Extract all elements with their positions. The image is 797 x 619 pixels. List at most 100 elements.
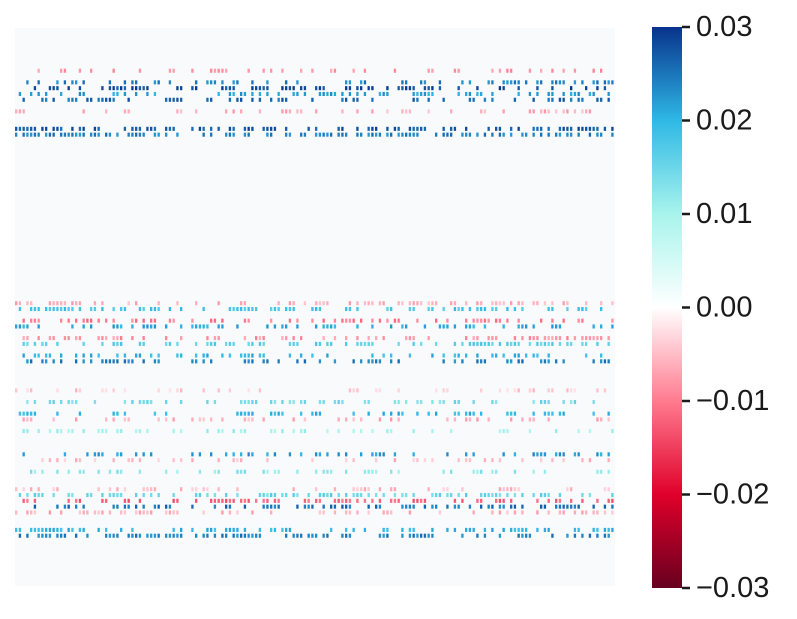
heatmap-cell [221, 533, 224, 538]
heatmap-cell [127, 533, 130, 538]
heatmap-cell [277, 359, 280, 364]
heatmap-cell [397, 411, 400, 416]
heatmap-cell [138, 510, 142, 515]
heatmap-cell [318, 411, 322, 416]
heatmap-cell [303, 417, 307, 422]
heatmap-cell [577, 97, 580, 102]
heatmap-cell [326, 353, 329, 358]
heatmap-cell [112, 359, 115, 364]
heatmap-cell [517, 80, 520, 85]
heatmap-cell [135, 126, 138, 131]
heatmap-cell [112, 417, 115, 422]
heatmap-cell [135, 301, 138, 306]
heatmap-cell [116, 86, 119, 91]
heatmap-cell [97, 126, 100, 131]
heatmap-cell [562, 109, 565, 114]
heatmap-cell [375, 458, 378, 463]
heatmap-cell [555, 80, 558, 85]
heatmap-cell [300, 533, 303, 538]
heatmap-cell [247, 132, 250, 137]
heatmap-cell [326, 469, 329, 474]
heatmap-cell [93, 307, 97, 312]
heatmap-cell [52, 493, 55, 498]
heatmap-cell [206, 336, 209, 341]
heatmap-cell [570, 400, 573, 405]
heatmap-cell [26, 400, 29, 405]
heatmap-cell [120, 324, 123, 329]
heatmap-cell [577, 91, 580, 97]
heatmap-cell [611, 318, 614, 323]
heatmap-cell [116, 469, 119, 474]
heatmap-cell [607, 359, 610, 364]
heatmap-cell [37, 429, 40, 434]
colorbar-tick-label: −0.02 [696, 479, 769, 511]
heatmap-cell [517, 533, 520, 538]
heatmap-cell [521, 132, 524, 137]
heatmap-cell [536, 341, 539, 346]
heatmap-cell [510, 132, 513, 137]
heatmap-cell [48, 86, 52, 91]
heatmap-cell [67, 97, 70, 102]
heatmap-cell [596, 388, 599, 393]
heatmap-cell [71, 324, 74, 329]
heatmap-cell [138, 400, 142, 405]
heatmap-cell [431, 527, 434, 532]
heatmap-cell [52, 307, 55, 312]
heatmap-cell [97, 429, 100, 434]
heatmap-cell [41, 359, 44, 364]
heatmap-cell [513, 469, 517, 474]
heatmap-cell [532, 493, 535, 498]
heatmap-cell [86, 493, 89, 498]
heatmap-cell [97, 452, 100, 457]
heatmap-cell [551, 388, 554, 393]
heatmap-cell [213, 498, 217, 503]
heatmap-cell [510, 341, 513, 346]
heatmap-cell [123, 498, 127, 503]
heatmap-cell [528, 533, 532, 538]
heatmap-cell [562, 400, 565, 405]
heatmap-cell [258, 493, 262, 498]
heatmap-cell [607, 80, 610, 85]
heatmap-cell [277, 469, 280, 474]
heatmap-cell [326, 493, 329, 498]
heatmap-cell [543, 493, 547, 498]
heatmap-cell [168, 318, 172, 323]
heatmap-cell [585, 510, 588, 515]
heatmap-cell [498, 458, 502, 463]
heatmap-cell [116, 504, 119, 509]
heatmap-cell [90, 68, 93, 73]
heatmap-cell [22, 498, 25, 503]
heatmap-cell [120, 527, 123, 532]
heatmap-cell [277, 97, 280, 102]
heatmap-cell [251, 411, 254, 416]
heatmap-cell [375, 504, 378, 509]
heatmap-cell [513, 487, 517, 492]
heatmap-cell [131, 80, 134, 85]
heatmap-cell [78, 126, 82, 131]
heatmap-cell [360, 493, 363, 498]
heatmap-cell [281, 493, 284, 498]
heatmap-cell [45, 533, 48, 538]
heatmap-cell [506, 68, 509, 73]
heatmap-cell [506, 388, 509, 393]
heatmap-cell [536, 80, 539, 85]
heatmap-cell [225, 132, 228, 137]
heatmap-cell [360, 132, 363, 137]
heatmap-cell [431, 458, 434, 463]
heatmap-cell [255, 86, 258, 91]
heatmap-cell [146, 91, 149, 97]
heatmap-cell [262, 336, 265, 341]
heatmap-cell [262, 493, 265, 498]
heatmap-cell [60, 126, 63, 131]
heatmap-cell [483, 318, 487, 323]
heatmap-cell [240, 498, 243, 503]
heatmap-cell [116, 359, 119, 364]
heatmap-cell [266, 324, 269, 329]
heatmap-cell [483, 324, 487, 329]
heatmap-cell [251, 341, 254, 346]
heatmap-cell [153, 533, 157, 538]
heatmap-cell [566, 341, 569, 346]
heatmap-cell [318, 452, 322, 457]
heatmap-cell [180, 353, 183, 358]
heatmap-cell [176, 388, 179, 393]
